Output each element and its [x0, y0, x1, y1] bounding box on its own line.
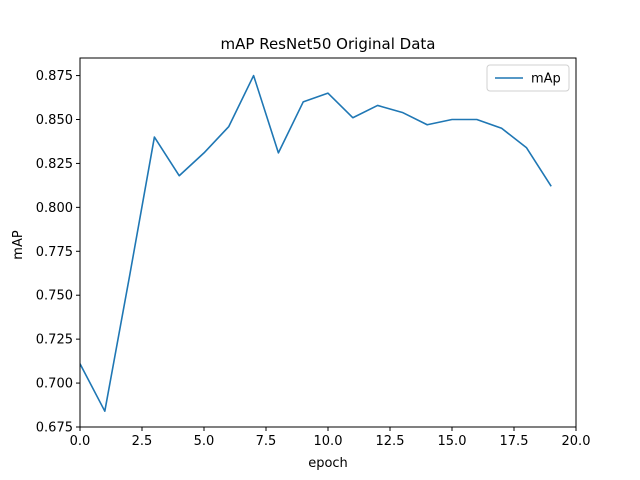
y-tick-label: 0.850 — [36, 113, 73, 128]
y-tick-label: 0.875 — [36, 69, 73, 84]
x-axis-label: epoch — [308, 456, 348, 471]
legend-box — [486, 64, 570, 92]
x-tick-label: 17.5 — [500, 434, 529, 449]
x-tick-label: 10.0 — [314, 434, 343, 449]
chart-title: mAP ResNet50 Original Data — [221, 35, 436, 53]
x-tick-label: 5.0 — [194, 434, 215, 449]
y-tick-label: 0.700 — [36, 377, 73, 392]
x-tick-label: 20.0 — [562, 434, 591, 449]
x-tick-label: 12.5 — [376, 434, 405, 449]
series-line-0 — [80, 74, 552, 412]
y-tick-label: 0.675 — [36, 421, 73, 436]
y-tick-label: 0.775 — [36, 245, 73, 260]
axes-frame — [79, 57, 577, 428]
y-tick-label: 0.725 — [36, 333, 73, 348]
plot-area: 0.0 2.5 5.0 7.5 10.0 12.5 15.0 17.5 20.0 0.675 0.7… — [36, 57, 591, 449]
x-tick-label: 2.5 — [132, 434, 153, 449]
x-tick-label: 15.0 — [438, 434, 467, 449]
x-tick-label: 0.0 — [70, 434, 91, 449]
legend: mAp — [486, 64, 570, 92]
legend-label: mAp — [531, 72, 561, 87]
y-axis-label: mAP — [11, 230, 26, 260]
y-tick-label: 0.825 — [36, 157, 73, 172]
x-tick-label: 7.5 — [256, 434, 277, 449]
y-tick-label: 0.750 — [36, 289, 73, 304]
y-tick-label: 0.800 — [36, 201, 73, 216]
